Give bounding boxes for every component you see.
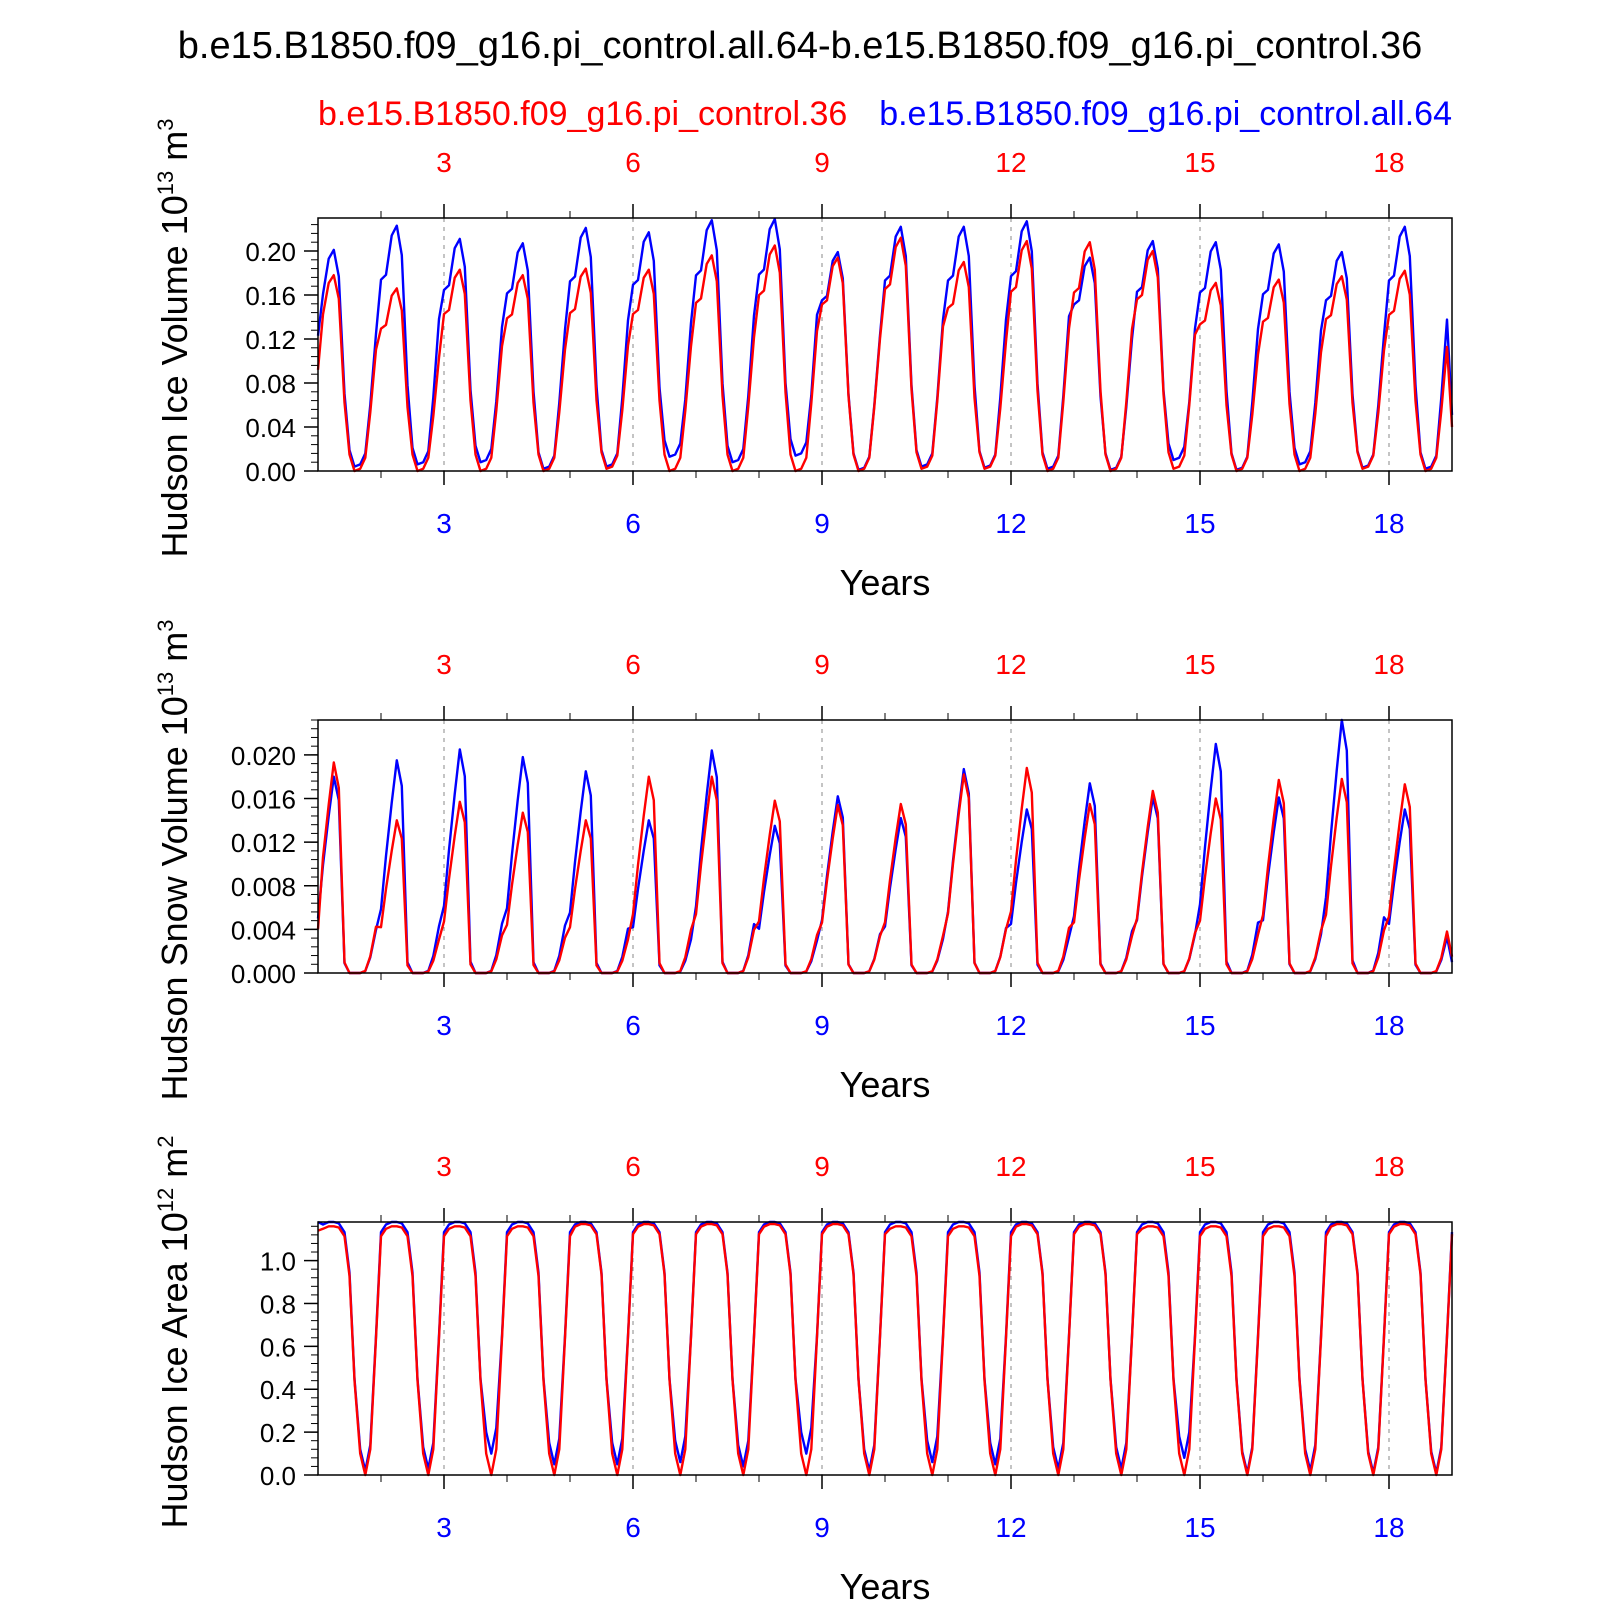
- x-tick-label-top: 18: [1373, 649, 1404, 680]
- y-axis-title-unit-exp: 3: [153, 119, 178, 131]
- x-tick-label-bottom: 12: [995, 508, 1026, 539]
- y-tick-label: 0.0: [260, 1461, 296, 1491]
- y-axis-title-unit: m: [154, 1148, 195, 1188]
- x-tick-label-top: 9: [814, 1151, 830, 1182]
- x-tick-label-bottom: 6: [625, 508, 641, 539]
- y-tick-label: 0.20: [245, 237, 296, 267]
- x-tick-label-top: 9: [814, 147, 830, 178]
- x-tick-label-bottom: 15: [1184, 1010, 1215, 1041]
- y-tick-label: 0.000: [231, 959, 296, 989]
- x-tick-label-top: 9: [814, 649, 830, 680]
- x-tick-label-top: 3: [436, 649, 452, 680]
- y-axis-title-unit-exp: 2: [153, 1136, 178, 1148]
- x-tick-label-bottom: 6: [625, 1512, 641, 1543]
- x-tick-label-bottom: 15: [1184, 508, 1215, 539]
- x-tick-label-bottom: 12: [995, 1512, 1026, 1543]
- x-tick-label-bottom: 9: [814, 1512, 830, 1543]
- y-tick-label: 1.0: [260, 1247, 296, 1277]
- y-tick-label: 0.00: [245, 457, 296, 487]
- y-tick-label: 0.020: [231, 741, 296, 771]
- y-tick-label: 0.12: [245, 325, 296, 355]
- y-axis-title-text: Hudson Ice Volume 10: [154, 195, 195, 557]
- series-line-blue: [316, 217, 1454, 472]
- y-axis-title-unit: m: [154, 632, 195, 672]
- y-tick-label: 0.8: [260, 1289, 296, 1319]
- x-tick-label-top: 3: [436, 1151, 452, 1182]
- x-tick-label-bottom: 12: [995, 1010, 1026, 1041]
- x-tick-label-top: 18: [1373, 1151, 1404, 1182]
- x-tick-label-bottom: 6: [625, 1010, 641, 1041]
- y-tick-label: 0.008: [231, 872, 296, 902]
- y-tick-label: 0.04: [245, 413, 296, 443]
- y-axis-title: Hudson Snow Volume 1013 m3: [153, 620, 195, 1101]
- x-tick-label-bottom: 3: [436, 1010, 452, 1041]
- legend-red-label: b.e15.B1850.f09_g16.pi_control.36: [318, 95, 847, 133]
- y-axis-title: Hudson Ice Volume 1013 m3: [153, 119, 195, 558]
- x-axis-title: Years: [840, 1566, 931, 1600]
- series-line-blue: [317, 1220, 1454, 1475]
- y-axis-title-unit-exp: 3: [153, 620, 178, 632]
- y-axis-title-text: Hudson Snow Volume 10: [154, 696, 195, 1100]
- x-tick-label-top: 12: [995, 649, 1026, 680]
- y-axis-title-exp: 12: [153, 1188, 178, 1212]
- x-tick-label-bottom: 3: [436, 508, 452, 539]
- y-axis-title-text: Hudson Ice Area 10: [154, 1212, 195, 1528]
- x-tick-label-top: 18: [1373, 147, 1404, 178]
- y-tick-label: 0.012: [231, 828, 296, 858]
- figure-title: b.e15.B1850.f09_g16.pi_control.all.64-b.…: [178, 25, 1422, 67]
- x-tick-label-bottom: 9: [814, 1010, 830, 1041]
- plot-frame: [317, 719, 1453, 974]
- series-line-red: [316, 236, 1454, 473]
- y-tick-label: 0.08: [245, 369, 296, 399]
- x-tick-label-bottom: 18: [1373, 1010, 1404, 1041]
- x-tick-label-top: 3: [436, 147, 452, 178]
- y-tick-label: 0.004: [231, 915, 296, 945]
- legend-blue-label: b.e15.B1850.f09_g16.pi_control.all.64: [879, 95, 1452, 133]
- x-tick-label-bottom: 3: [436, 1512, 452, 1543]
- x-tick-label-bottom: 9: [814, 508, 830, 539]
- x-tick-label-top: 15: [1184, 649, 1215, 680]
- x-axis-title: Years: [840, 562, 931, 603]
- x-tick-label-bottom: 18: [1373, 1512, 1404, 1543]
- x-tick-label-top: 12: [995, 147, 1026, 178]
- y-tick-label: 0.2: [260, 1418, 296, 1448]
- x-tick-label-bottom: 15: [1184, 1512, 1215, 1543]
- x-tick-label-top: 15: [1184, 1151, 1215, 1182]
- series-line-red: [317, 1222, 1454, 1477]
- x-tick-label-bottom: 18: [1373, 508, 1404, 539]
- x-tick-label-top: 6: [625, 649, 641, 680]
- y-tick-label: 0.016: [231, 785, 296, 815]
- x-tick-label-top: 15: [1184, 147, 1215, 178]
- series-line-blue: [316, 718, 1454, 975]
- y-axis-title-unit: m: [154, 131, 195, 171]
- y-axis-title-exp: 13: [153, 672, 178, 696]
- series-line-red: [316, 761, 1454, 975]
- y-tick-label: 0.4: [260, 1375, 296, 1405]
- x-axis-title: Years: [840, 1064, 931, 1105]
- y-tick-label: 0.6: [260, 1332, 296, 1362]
- y-tick-label: 0.16: [245, 281, 296, 311]
- y-axis-title: Hudson Ice Area 1012 m2: [153, 1136, 195, 1529]
- panel-3: 3 3 6 6 9 9 12 12 15 15 18 18 0.0 0.2 0.4 0.6 0.8 1.0 Year…: [153, 1136, 1454, 1600]
- y-axis-title-exp: 13: [153, 171, 178, 195]
- x-tick-label-top: 6: [625, 1151, 641, 1182]
- panel-2: 3 3 6 6 9 9 12 12 15 15 18 18 0.000 0.004 0.008 0.012 0.…: [153, 620, 1454, 1105]
- x-tick-label-top: 12: [995, 1151, 1026, 1182]
- panel-1: 3 3 6 6 9 9 12 12 15 15 18 18 0.00 0.04 0.08 0.12 0.16 0.…: [153, 119, 1454, 603]
- x-tick-label-top: 6: [625, 147, 641, 178]
